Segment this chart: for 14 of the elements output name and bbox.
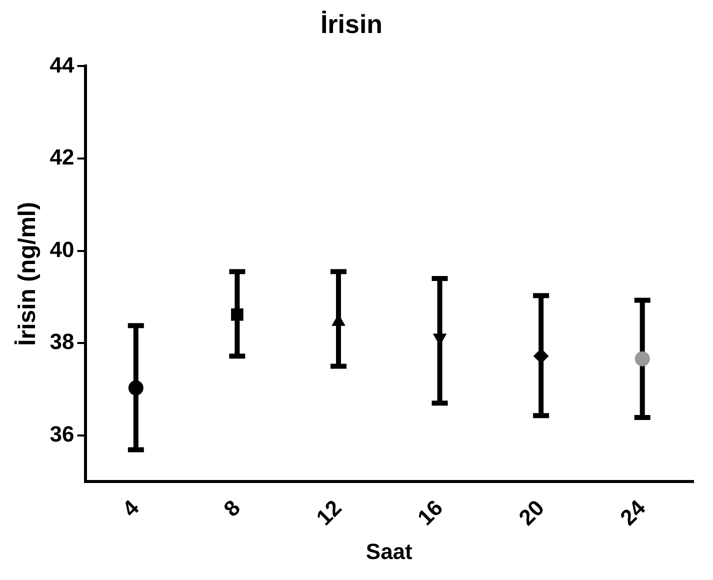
x-tick-label: 12	[311, 495, 346, 530]
x-tick-label: 16	[412, 495, 448, 530]
y-tick-label: 38	[50, 329, 74, 354]
x-tick-label: 4	[117, 494, 144, 522]
x-tick-label: 8	[218, 495, 246, 522]
y-tick-label: 44	[50, 52, 76, 78]
y-tick-label: 36	[50, 422, 74, 447]
y-tick-label: 42	[50, 144, 74, 170]
x-tick-label: 20	[514, 495, 549, 530]
x-tick-label: 24	[615, 494, 651, 530]
y-tick-label: 40	[50, 236, 74, 262]
x-axis-title: Saat	[366, 538, 414, 564]
y-axis-title: İrisin (ng/ml)	[14, 202, 42, 346]
chart-title: İrisin	[320, 8, 383, 39]
